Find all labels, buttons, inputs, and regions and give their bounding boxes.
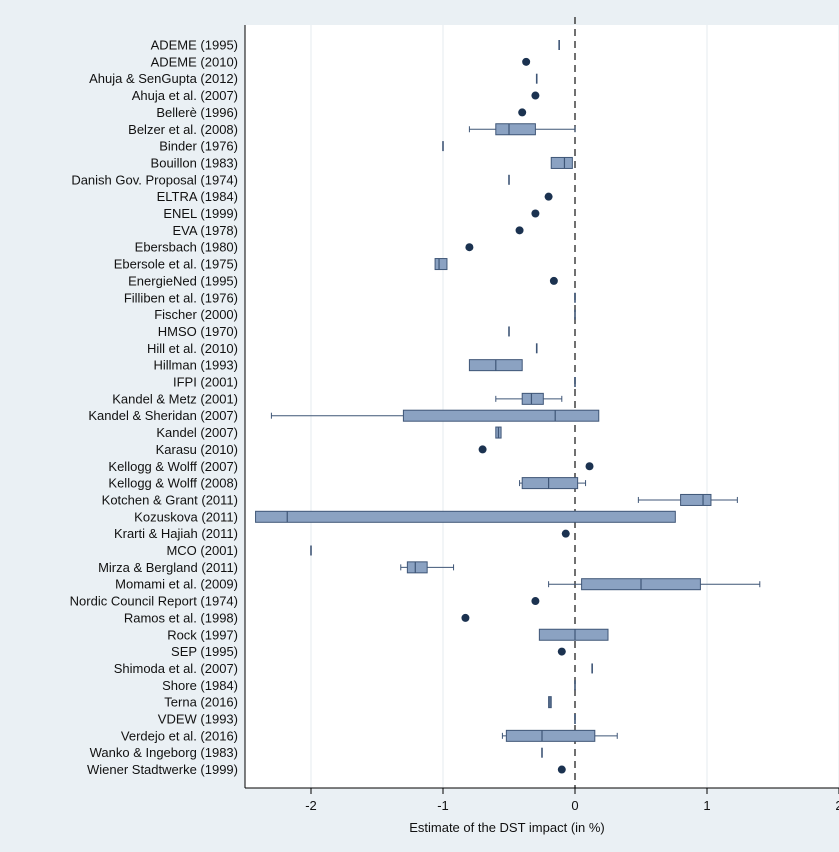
study-point: [531, 209, 540, 218]
study-label: Karasu (2010): [156, 442, 238, 457]
study-label: ADEME (2010): [151, 54, 238, 69]
grid-lines: [310, 25, 839, 788]
study-point: [515, 226, 524, 235]
study-label: Shimoda et al. (2007): [114, 661, 238, 676]
study-box: [501, 729, 618, 742]
study-point: [531, 91, 540, 100]
study-label: ENEL (1999): [163, 206, 238, 221]
study-box: [548, 578, 761, 591]
study-label: Ahuja et al. (2007): [132, 88, 238, 103]
study-label: Bouillon (1983): [151, 155, 238, 170]
study-box: [434, 258, 448, 271]
study-box: [495, 392, 563, 405]
axes: -2 -1 0 1 2: [244, 25, 839, 813]
study-label: VDEW (1993): [158, 712, 238, 727]
study-label: Nordic Council Report (1974): [70, 594, 238, 609]
study-point: [518, 108, 527, 117]
iqr-box: [495, 123, 536, 136]
study-label: Belzer et al. (2008): [128, 122, 238, 137]
study-point: [557, 765, 566, 774]
iqr-box: [406, 561, 428, 574]
study-label: Mirza & Bergland (2011): [98, 560, 238, 575]
study-label: Binder (1976): [159, 139, 238, 154]
study-box: [519, 477, 587, 490]
study-label: Krarti & Hajiah (2011): [114, 526, 238, 541]
study-label: Kandel & Sheridan (2007): [88, 408, 238, 423]
study-marks: [255, 40, 761, 774]
study-box: [400, 561, 455, 574]
plot-area: [245, 25, 839, 788]
iqr-box: [680, 493, 712, 506]
study-label: Kellogg & Wolff (2007): [108, 459, 238, 474]
study-label: Verdejo et al. (2016): [121, 728, 238, 743]
study-label: Ahuja & SenGupta (2012): [89, 71, 238, 86]
study-label: EVA (1978): [172, 223, 238, 238]
study-box: [270, 409, 600, 422]
study-label: Hillman (1993): [153, 358, 238, 373]
study-label: Terna (2016): [164, 695, 238, 710]
study-label: Filliben et al. (1976): [124, 290, 238, 305]
study-box: [468, 359, 523, 372]
study-box: [548, 696, 552, 709]
iqr-box: [521, 392, 544, 405]
study-label: Wiener Stadtwerke (1999): [87, 762, 238, 777]
x-axis-title: Estimate of the DST impact (in %): [409, 820, 605, 835]
study-label: Rock (1997): [167, 627, 238, 642]
study-box: [468, 123, 576, 136]
study-point: [465, 243, 474, 252]
study-label: Ramos et al. (1998): [124, 610, 238, 625]
study-label: Fischer (2000): [154, 307, 238, 322]
iqr-box: [505, 729, 596, 742]
study-label: Shore (1984): [162, 678, 238, 693]
study-label: Kozuskova (2011): [134, 509, 238, 524]
iqr-box: [402, 409, 600, 422]
study-label: MCO (2001): [166, 543, 238, 558]
study-label: ADEME (1995): [151, 38, 238, 53]
study-box: [550, 156, 573, 169]
study-point: [561, 529, 570, 538]
study-label: Kandel (2007): [156, 425, 238, 440]
study-label: Ebersbach (1980): [135, 240, 238, 255]
study-point: [549, 276, 558, 285]
study-label: Hill et al. (2010): [147, 341, 238, 356]
study-label: IFPI (2001): [173, 375, 238, 390]
study-box: [538, 628, 609, 641]
study-label: Kellogg & Wolff (2008): [108, 476, 238, 491]
study-label: ELTRA (1984): [157, 189, 238, 204]
study-label: Momami et al. (2009): [115, 577, 238, 592]
x-tick-label: 0: [571, 798, 578, 813]
study-point: [585, 462, 594, 471]
study-labels: ADEME (1995)ADEME (2010) Ahuja & SenGupta…: [70, 38, 238, 778]
study-label: Ebersole et al. (1975): [114, 257, 238, 272]
iqr-box: [538, 628, 609, 641]
x-tick-label: 1: [703, 798, 710, 813]
study-label: HMSO (1970): [158, 324, 238, 339]
study-label: Bellerè (1996): [156, 105, 238, 120]
study-point: [544, 192, 553, 201]
study-label: Kandel & Metz (2001): [112, 391, 238, 406]
study-box: [255, 510, 676, 523]
study-label: Danish Gov. Proposal (1974): [71, 172, 238, 187]
study-point: [478, 445, 487, 454]
x-tick-label: -2: [305, 798, 317, 813]
iqr-box: [434, 258, 448, 271]
iqr-box: [255, 510, 676, 523]
iqr-box: [550, 156, 573, 169]
study-point: [557, 647, 566, 656]
study-box: [495, 426, 502, 439]
x-tick-label: 2: [835, 798, 839, 813]
study-label: Kotchen & Grant (2011): [102, 492, 238, 507]
study-label: EnergieNed (1995): [128, 273, 238, 288]
study-box: [637, 493, 738, 506]
study-label: SEP (1995): [171, 644, 238, 659]
study-point: [531, 597, 540, 606]
study-point: [522, 57, 531, 66]
iqr-box: [521, 477, 579, 490]
x-tick-label: -1: [437, 798, 449, 813]
study-point: [461, 613, 470, 622]
study-label: Wanko & Ingeborg (1983): [90, 745, 238, 760]
